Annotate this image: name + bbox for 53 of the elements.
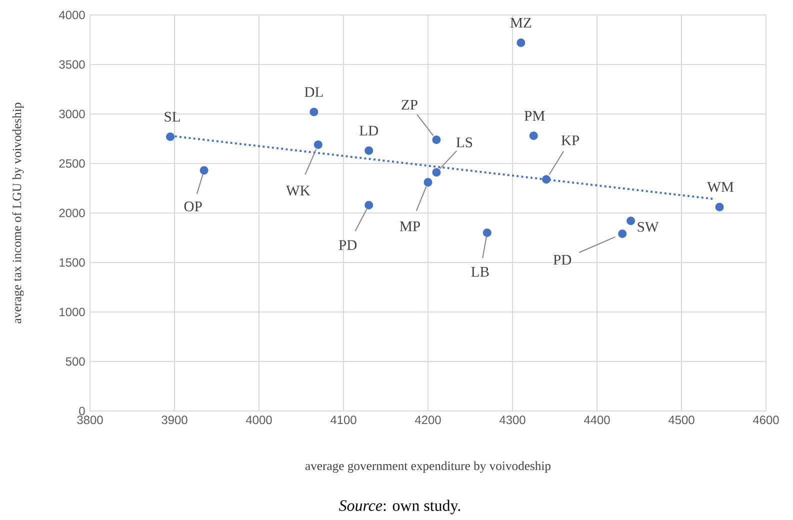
y-tick-label: 3500 (59, 60, 85, 69)
point (529, 132, 538, 140)
y-tick-label: 3000 (59, 110, 85, 118)
point (626, 216, 636, 226)
annotation: MZ (510, 18, 532, 28)
y-tick-label: 2000 (59, 208, 85, 218)
annotation: ZP (402, 100, 418, 110)
annotation: LB (471, 267, 489, 277)
y-tick-label: 1000 (60, 308, 85, 316)
text: Source: own study. (339, 500, 460, 514)
x-tick-label: 3800 (77, 416, 103, 424)
point (516, 38, 526, 47)
point (542, 175, 551, 184)
annotation: PD (338, 240, 357, 250)
x-tick-label: 4300 (499, 416, 526, 424)
annotation: OP (184, 202, 202, 212)
annotation: PM (524, 111, 545, 121)
point (432, 168, 441, 177)
x-tick-label: 4200 (414, 416, 441, 424)
point (364, 146, 374, 155)
point (432, 135, 441, 144)
x-tick-label: 3900 (162, 416, 188, 424)
y-tick-label: 500 (66, 357, 85, 366)
annotation: WM (707, 182, 734, 192)
x-axis-title: average government expenditure by voivodeship (305, 461, 551, 473)
point (715, 202, 724, 212)
annotation: DL (304, 87, 323, 97)
annotation: LS (456, 138, 472, 148)
point (482, 228, 492, 238)
y-tick-label: 4000 (58, 10, 85, 20)
annotation: SL (164, 112, 180, 122)
y-axis-title: average tax income of LGU by voivodeship (12, 102, 24, 324)
annotation: MP (400, 222, 420, 232)
annotation: LD (360, 126, 378, 136)
y-tick-label: 1500 (60, 258, 85, 267)
y-tick-label: 0 (79, 406, 85, 416)
annotation: PD (553, 255, 572, 265)
point (364, 200, 374, 210)
x-tick-label: 4400 (584, 416, 610, 424)
point (200, 166, 208, 175)
annotation: SW (638, 222, 659, 232)
annotation: WK (286, 186, 310, 196)
point (166, 132, 175, 142)
point (618, 230, 627, 238)
x-tick-label: 4000 (246, 416, 272, 424)
point (424, 178, 432, 187)
point (314, 140, 322, 149)
x-tick-label: 4100 (330, 416, 356, 424)
x-tick-label: 4500 (668, 416, 694, 424)
y-tick-label: 2500 (59, 159, 85, 168)
x-tick-label: 4600 (752, 416, 779, 424)
point (310, 108, 318, 116)
annotation: KP (561, 136, 580, 146)
